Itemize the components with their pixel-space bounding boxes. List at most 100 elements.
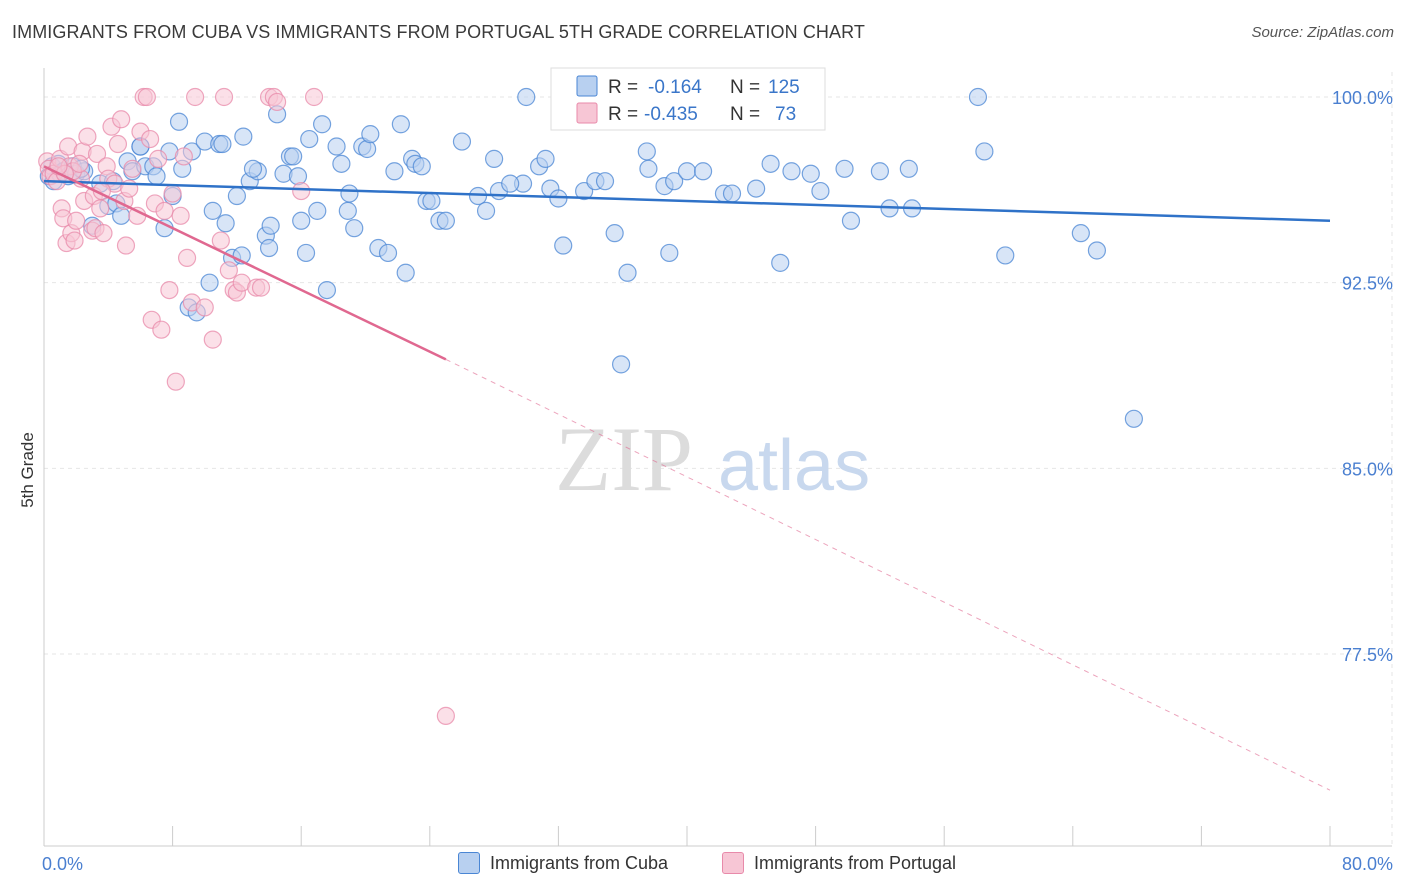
portugal-point [137,87,156,107]
portugal-point [91,199,110,218]
cuba-trend-line [43,179,1331,223]
cuba-point [968,87,988,107]
x-tick-label-min: 0.0% [42,854,83,874]
cuba-point [761,154,780,173]
portugal-trend-line [43,165,447,361]
portugal-point [292,181,311,201]
cuba-point [452,132,472,151]
cuba-point [975,142,994,161]
cuba-point [660,243,679,263]
portugal-point [94,224,113,243]
y-tick-label: 85.0% [1342,459,1393,479]
cuba-point [340,184,359,203]
portugal-point [112,110,131,129]
portugal-point [155,201,174,220]
cuba-point [501,174,520,193]
cuba-point [485,149,504,168]
legend-cuba-r-value: -0.164 [648,77,702,98]
portugal-point [174,147,193,166]
watermark: ZIP atlas [555,408,870,510]
cuba-point [996,246,1015,265]
cuba-point [378,243,398,263]
portugal-point [116,236,136,255]
cuba-point [835,159,854,178]
portugal-point [214,87,234,107]
portugal-point [163,184,182,203]
watermark-atlas: atlas [718,426,870,506]
cuba-point [332,154,351,173]
series-portugal-points [38,87,455,725]
cuba-point [385,162,404,181]
cuba-point [476,201,496,220]
bottom-legend-cuba: Immigrants from Cuba [458,852,668,874]
stats-legend: R = -0.164 N = 125 R = -0.435 N = 73 [550,67,826,131]
cuba-point [300,129,319,149]
portugal-point [267,92,287,112]
portugal-point [251,278,271,297]
portugal-point [67,211,86,230]
legend-cuba-n-value: 125 [768,77,800,98]
portugal-point [166,372,185,391]
watermark-zip: ZIP [555,408,693,510]
cuba-point [605,224,624,243]
portugal-point [70,154,89,173]
cuba-point [345,219,364,238]
cuba-point [312,115,332,134]
cuba-point [1124,409,1143,428]
portugal-point [160,280,179,300]
portugal-point [211,231,230,250]
y-tick-label: 100.0% [1332,88,1393,108]
portugal-point [65,231,84,250]
legend-cuba-swatch [576,75,598,97]
cuba-point [436,211,455,230]
cuba-point [261,216,280,235]
cuba-point [618,263,637,282]
x-tick-label-max: 80.0% [1342,854,1393,874]
cuba-point [147,167,166,186]
cuba-point [639,159,658,178]
cuba-point [665,172,684,191]
portugal-trend-extension [445,358,1331,791]
cuba-point [200,273,219,292]
portugal-point [152,320,171,339]
cuba-point [213,134,232,154]
cuba-point [327,137,346,156]
cuba-point [468,186,488,206]
legend-portugal-n-value: 73 [775,104,796,125]
y-tick-label: 92.5% [1342,274,1393,294]
cuba-point [554,236,573,255]
portugal-point [436,706,455,725]
y-tick-label: 77.5% [1342,645,1393,665]
legend-portugal-r-label: R = [608,104,638,125]
cuba-point [899,159,918,178]
legend-cuba-r-label: R = [608,77,638,98]
cuba-point [771,253,790,272]
legend-portugal-r-value: -0.435 [644,104,698,125]
cuba-point [112,206,131,225]
cuba-point [722,184,742,203]
portugal-point [304,87,324,107]
cuba-point [637,142,656,161]
cuba-point [308,201,327,220]
cuba-point [782,162,801,181]
portugal-point [123,159,142,178]
portugal-point [108,134,128,154]
source-label: Source: ZipAtlas.com [1251,24,1394,41]
cuba-point [358,139,377,159]
cuba-point [1087,241,1107,260]
cuba-point [338,201,357,220]
cuba-point [693,162,713,181]
cuba-point [284,147,303,166]
cuba-point [296,243,316,263]
cuba-point [422,191,441,211]
cuba-point [870,162,890,181]
legend-cuba-n-label: N = [730,77,760,98]
cuba-point [361,125,380,144]
cuba-point [517,87,536,107]
portugal-point [78,127,97,146]
portugal-point [171,206,190,225]
cuba-point [317,280,337,300]
cuba-point [288,167,308,186]
chart-title: IMMIGRANTS FROM CUBA VS IMMIGRANTS FROM … [12,22,866,42]
legend-cuba-icon [458,852,480,874]
